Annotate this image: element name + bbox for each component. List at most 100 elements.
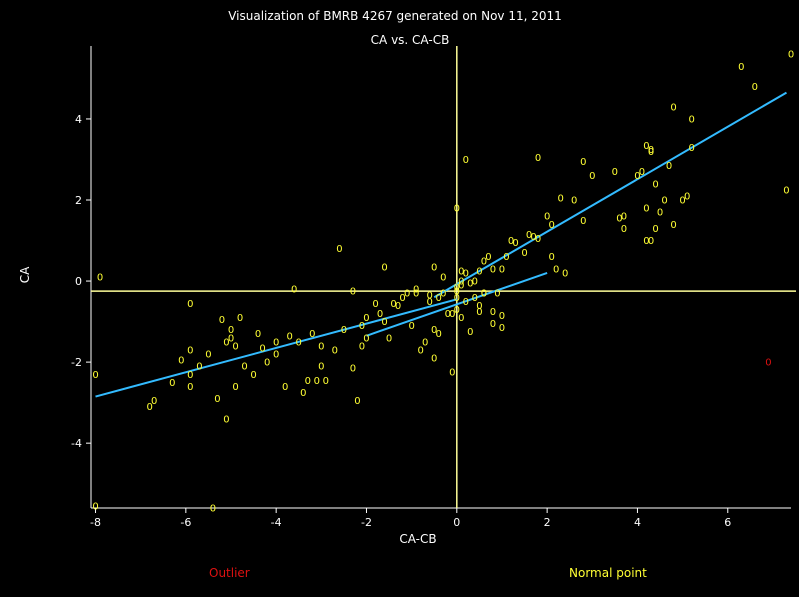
normal-point: 0: [223, 337, 229, 348]
normal-point: 0: [548, 252, 554, 263]
normal-point: 0: [589, 171, 595, 182]
normal-point: 0: [97, 273, 103, 284]
normal-point: 0: [454, 204, 460, 215]
normal-point: 0: [499, 311, 505, 322]
normal-point: 0: [467, 327, 473, 338]
x-tick-label: 0: [453, 516, 460, 529]
normal-point: 0: [318, 341, 324, 352]
normal-point: 0: [643, 141, 649, 152]
normal-point: 0: [481, 289, 487, 300]
normal-point: 0: [445, 309, 451, 320]
x-tick-label: -2: [361, 516, 372, 529]
normal-point: 0: [187, 370, 193, 381]
normal-point: 0: [544, 212, 550, 223]
normal-point: 0: [557, 193, 563, 204]
normal-point: 0: [287, 331, 293, 342]
normal-point: 0: [427, 291, 433, 302]
normal-point: 0: [187, 299, 193, 310]
normal-point: 0: [485, 252, 491, 263]
normal-point: 0: [463, 297, 469, 308]
chart-subtitle: CA vs. CA-CB: [371, 33, 450, 47]
normal-point: 0: [372, 299, 378, 310]
normal-point: 0: [481, 256, 487, 267]
legend-outlier: Outlier: [209, 566, 250, 580]
normal-point: 0: [250, 370, 256, 381]
normal-point: 0: [210, 504, 216, 515]
normal-point: 0: [458, 313, 464, 324]
y-tick-label: 4: [75, 113, 82, 126]
normal-point: 0: [612, 167, 618, 178]
normal-point: 0: [363, 313, 369, 324]
normal-point: 0: [580, 157, 586, 168]
y-tick-label: -2: [71, 356, 82, 369]
normal-point: 0: [232, 382, 238, 393]
y-tick-label: -4: [71, 437, 82, 450]
normal-point: 0: [169, 378, 175, 389]
x-tick-label: -8: [90, 516, 101, 529]
normal-point: 0: [553, 264, 559, 275]
axes: -8 -6 -4 -2 0 2 4 6 -4 -2 0 2 4: [71, 46, 791, 529]
normal-point: 0: [476, 301, 482, 312]
x-tick-label: -4: [271, 516, 282, 529]
normal-point: 0: [427, 297, 433, 308]
normal-point: 0: [296, 337, 302, 348]
normal-point: 0: [621, 212, 627, 223]
normal-point: 0: [670, 220, 676, 231]
fit-line: [433, 91, 787, 299]
normal-point: 0: [309, 329, 315, 340]
normal-point: 0: [214, 394, 220, 405]
normal-point: 0: [684, 191, 690, 202]
normal-point: 0: [490, 264, 496, 275]
normal-point: 0: [454, 293, 460, 304]
normal-point: 0: [666, 161, 672, 172]
fit-line: [95, 298, 458, 398]
normal-point: 0: [648, 145, 654, 156]
normal-point: 0: [219, 315, 225, 326]
normal-point: 0: [463, 155, 469, 166]
normal-point: 0: [264, 358, 270, 369]
normal-point: 0: [508, 236, 514, 247]
normal-point: 0: [499, 323, 505, 334]
normal-point: 0: [417, 345, 423, 356]
y-tick-label: 0: [75, 275, 82, 288]
normal-point: 0: [783, 185, 789, 196]
normal-point: 0: [341, 325, 347, 336]
fit-lines: [95, 91, 787, 398]
normal-point: 0: [458, 266, 464, 277]
normal-point: 0: [187, 345, 193, 356]
normal-point: 0: [661, 196, 667, 207]
y-axis-label: CA: [18, 266, 32, 283]
normal-point: 0: [512, 238, 518, 249]
normal-point: 0: [458, 277, 464, 288]
normal-point: 0: [616, 214, 622, 225]
normal-point: 0: [449, 309, 455, 320]
normal-point: 0: [648, 236, 654, 247]
normal-point: 0: [187, 382, 193, 393]
normal-point: 0: [305, 376, 311, 387]
normal-point: 0: [237, 313, 243, 324]
x-tick-label: 4: [634, 516, 641, 529]
normal-point: 0: [472, 293, 478, 304]
normal-point: 0: [196, 362, 202, 373]
normal-point: 0: [408, 321, 414, 332]
legend-normal-point: Normal point: [569, 566, 647, 580]
normal-point: 0: [241, 362, 247, 373]
normal-point: 0: [679, 196, 685, 207]
normal-point: 0: [548, 220, 554, 231]
normal-point: 0: [363, 333, 369, 344]
x-tick-label: 6: [724, 516, 731, 529]
normal-point: 0: [476, 266, 482, 277]
normal-point: 0: [652, 224, 658, 235]
normal-point: 0: [259, 343, 265, 354]
normal-point: 0: [571, 196, 577, 207]
normal-point: 0: [738, 62, 744, 73]
normal-point: 0: [440, 289, 446, 300]
normal-point: 0: [205, 350, 211, 361]
normal-point: 0: [395, 301, 401, 312]
normal-point: 0: [354, 396, 360, 407]
normal-point: 0: [300, 388, 306, 399]
normal-point: 0: [147, 402, 153, 413]
normal-point: 0: [431, 354, 437, 365]
data-points: 0000000000000000000000000000000000000000…: [92, 50, 794, 515]
